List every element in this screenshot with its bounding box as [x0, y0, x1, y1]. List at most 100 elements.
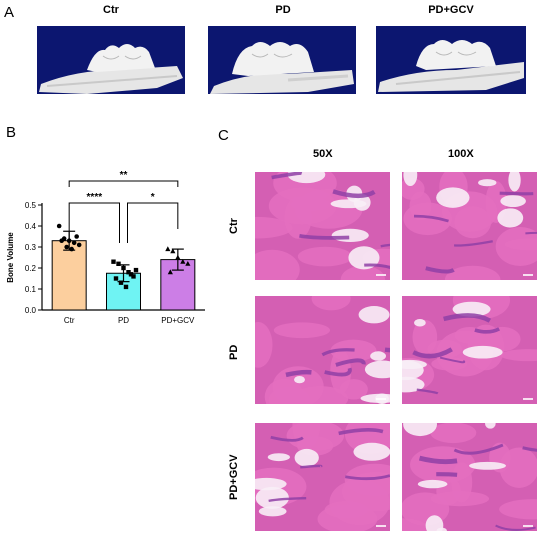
data-point — [118, 280, 124, 285]
y-tick-label: 0.1 — [25, 285, 37, 294]
tissue-epithelium — [332, 189, 376, 199]
tissue-space — [497, 208, 524, 228]
microct-title-pdgcv: PD+GCV — [428, 4, 474, 16]
scale-bar — [376, 274, 386, 276]
tissue-region — [444, 265, 501, 280]
data-point — [71, 240, 77, 246]
tissue-space — [294, 375, 305, 384]
significance-label: ** — [120, 170, 128, 181]
y-tick-label: 0.2 — [25, 264, 37, 273]
tissue-space — [353, 442, 390, 461]
tissue-space — [331, 228, 369, 243]
data-point — [170, 248, 176, 254]
tissue-epithelium — [412, 347, 453, 359]
scale-bar — [523, 525, 533, 527]
tissue-epithelium — [495, 524, 536, 531]
tissue-epithelium — [335, 358, 366, 367]
panel-label-c: C — [218, 127, 229, 144]
tissue-space — [258, 506, 287, 517]
tissue-space — [370, 351, 386, 361]
data-point — [59, 238, 64, 243]
tissue-space — [485, 423, 496, 429]
tissue-epithelium — [285, 369, 312, 378]
data-point — [69, 246, 74, 252]
data-point — [180, 258, 186, 264]
tissue-region — [454, 206, 492, 239]
tissue-space — [462, 345, 503, 359]
data-point — [175, 254, 181, 260]
tissue-epithelium — [436, 472, 458, 477]
tissue-space — [436, 527, 447, 531]
tissue-epithelium — [474, 327, 500, 334]
tissue-region — [410, 446, 476, 484]
tissue-space — [364, 360, 390, 379]
tissue-epithelium — [413, 214, 449, 223]
tissue-region — [431, 357, 468, 371]
data-point — [167, 269, 173, 275]
tissue-region — [273, 322, 331, 339]
y-tick-label: 0.4 — [25, 222, 37, 231]
data-point — [74, 234, 79, 239]
data-point — [121, 265, 126, 271]
col-title-100x: 100X — [448, 148, 474, 160]
tissue-region — [500, 349, 537, 362]
tissue-epithelium — [364, 263, 390, 270]
tissue-space — [255, 477, 287, 491]
histology-ctr-50x — [255, 172, 390, 280]
tissue-space — [294, 448, 319, 467]
x-tick-label: PD+GCV — [161, 316, 195, 325]
data-point — [185, 261, 191, 266]
significance-bracket — [68, 180, 179, 187]
microct-image-ctr — [37, 26, 185, 94]
tissue-region — [499, 499, 537, 520]
tissue-space — [360, 393, 390, 403]
tissue-space — [508, 172, 521, 192]
col-title-50x: 50X — [313, 148, 333, 160]
tissue-epithelium — [416, 388, 439, 395]
tissue-space — [500, 195, 526, 208]
bar-ctr — [51, 240, 87, 311]
tissue-epithelium — [525, 231, 537, 235]
data-point — [133, 267, 139, 273]
row-title-pd: PD — [228, 344, 240, 360]
panel-label-b: B — [6, 124, 17, 141]
tissue-epithelium — [425, 266, 455, 274]
tissue-region — [255, 322, 273, 368]
tissue-region — [311, 296, 351, 311]
tissue-region — [430, 423, 477, 444]
tissue-space — [267, 453, 290, 462]
tissue-space — [403, 172, 418, 187]
data-point — [111, 259, 116, 264]
data-point — [113, 276, 119, 281]
y-tick-label: 0.5 — [25, 201, 37, 210]
data-point — [131, 274, 136, 279]
data-point — [76, 242, 82, 248]
tissue-epithelium — [439, 356, 466, 364]
tissue-epithelium — [268, 497, 307, 502]
x-tick-label: Ctr — [64, 316, 75, 325]
tissue-region — [339, 379, 368, 400]
panel-label-a: A — [4, 4, 15, 21]
tissue-region — [499, 447, 537, 488]
data-point — [116, 261, 121, 266]
tissue-region — [324, 501, 369, 519]
tissue-epithelium — [453, 443, 504, 455]
significance-bracket — [68, 202, 120, 243]
tissue-region — [255, 249, 300, 280]
bone-volume-chart: 0.0 0.1 0.2 0.3 0.4 0.5 Bone Volume Ctr PD PD+GCV… — [6, 170, 205, 325]
tissue-space — [452, 301, 491, 317]
tissue-space — [414, 318, 426, 327]
row-title-ctr: Ctr — [228, 218, 240, 234]
data-point — [64, 244, 69, 250]
microct-title-ctr: Ctr — [103, 4, 119, 16]
data-point — [56, 223, 62, 229]
histology-pd-100x — [402, 296, 537, 404]
histology-pdgcv-50x — [255, 423, 390, 531]
tissue-space — [478, 179, 497, 187]
tissue-epithelium — [324, 367, 352, 377]
data-point — [165, 246, 171, 252]
y-tick-label: 0.3 — [25, 243, 37, 252]
tissue-epithelium — [454, 240, 493, 247]
y-tick-label: 0.0 — [25, 306, 37, 315]
scale-bar — [523, 274, 533, 276]
